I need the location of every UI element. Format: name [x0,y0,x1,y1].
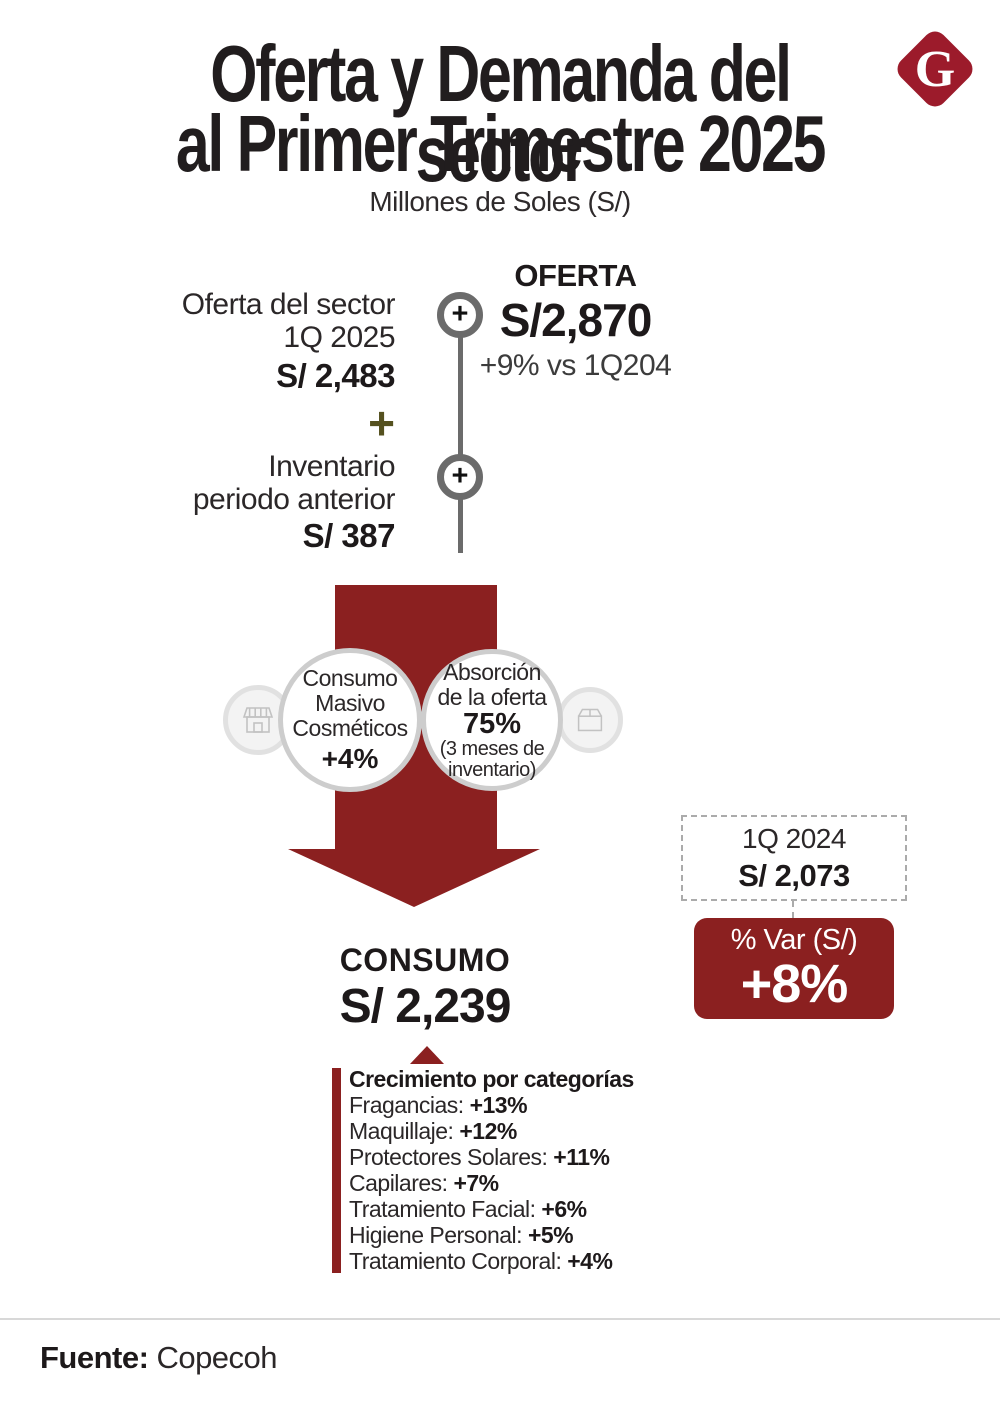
bubble-text: Absorción [443,658,541,685]
category-value: +4% [567,1248,613,1274]
previous-quarter-value: S/ 2,073 [738,858,850,893]
variation-box: % Var (S/) +8% [694,918,894,1019]
bubble-note: (3 meses de [439,737,545,760]
inventory-label-line2: periodo anterior [192,483,396,516]
category-item: Maquillaje: +12% [349,1118,634,1144]
previous-quarter-label: 1Q 2024 [742,823,846,854]
category-value: +5% [527,1222,574,1248]
footer-divider [0,1318,1000,1320]
sector-supply-label-line1: Oferta del sector [181,288,396,321]
box-icon-circle [557,687,623,753]
category-label: Maquillaje: [349,1118,454,1144]
inventory-value: S/ 387 [302,517,396,554]
dashed-connector-line [792,901,794,918]
categories-accent-bar [332,1068,341,1273]
plus-node-glyph: + [451,297,469,330]
sector-supply-label-line2: 1Q 2025 [283,321,395,354]
category-label: Tratamiento Corporal: [349,1248,562,1274]
consumo-total-block: CONSUMO S/ 2,239 [265,944,585,1031]
category-label: Fragancias: [349,1092,464,1118]
variation-value: +8% [740,954,849,1014]
page-title-line1: Oferta y Demanda del sector [210,29,792,198]
category-label: Tratamiento Facial: [349,1196,536,1222]
oferta-total-block: OFERTA S/2,870 +9% vs 1Q204 [468,260,683,381]
category-item: Tratamiento Corporal: +4% [349,1248,634,1274]
category-label: Capilares: [349,1170,448,1196]
bubble-text: Masivo [315,690,385,716]
categories-block: Crecimiento por categorías Fragancias: +… [349,1066,634,1274]
category-value: +11% [553,1144,610,1170]
consumo-label: CONSUMO [339,942,511,978]
category-label: Protectores Solares: [349,1144,548,1170]
up-triangle-icon [410,1046,444,1064]
plus-node-icon: + [437,454,483,500]
bubble-value: 75% [462,707,522,740]
logo-letter: G [914,40,956,98]
box-icon [577,708,603,732]
gestion-logo: G [892,26,978,112]
variation-label: % Var (S/) [730,924,858,956]
consumo-value: S/ 2,239 [339,980,512,1033]
category-value: +12% [459,1118,517,1144]
previous-quarter-box: 1Q 2024 S/ 2,073 [681,815,907,901]
plus-node-icon: + [437,292,483,338]
source-label: Fuente: [40,1340,149,1375]
category-label: Higiene Personal: [349,1222,523,1248]
source-value: Copecoh [156,1340,278,1375]
bubble-note: inventario) [448,758,536,781]
page-subtitle: Millones de Soles (S/) [369,186,631,217]
absorcion-bubble: Absorción de la oferta 75% (3 meses de i… [421,649,563,791]
oferta-value: S/2,870 [499,294,653,346]
category-value: +13% [469,1092,528,1118]
bubble-text: de la oferta [437,683,547,710]
category-item: Capilares: +7% [349,1170,634,1196]
category-item: Tratamiento Facial: +6% [349,1196,634,1222]
plus-node-glyph: + [451,459,469,492]
category-item: Fragancias: +13% [349,1092,634,1118]
oferta-variation: +9% vs 1Q204 [479,349,672,382]
sector-supply-value: S/ 2,483 [276,357,395,394]
bubble-text: Cosméticos [292,715,408,741]
plus-sign: + [368,397,395,449]
oferta-label: OFERTA [514,258,637,293]
connector-line [458,315,463,553]
bubble-value: +4% [321,743,379,774]
source-line: Fuente: Copecoh [40,1340,278,1376]
categories-title: Crecimiento por categorías [349,1066,634,1092]
consumo-masivo-bubble: Consumo Masivo Cosméticos +4% [278,648,422,792]
inventory-label-line1: Inventario [268,450,395,483]
page-title-line2: al Primer Trimestre 2025 [175,99,827,188]
category-value: +6% [541,1196,587,1222]
category-item: Protectores Solares: +11% [349,1144,634,1170]
category-item: Higiene Personal: +5% [349,1222,634,1248]
store-icon [242,707,274,733]
category-value: +7% [453,1170,499,1196]
bubble-text: Consumo [302,665,398,691]
